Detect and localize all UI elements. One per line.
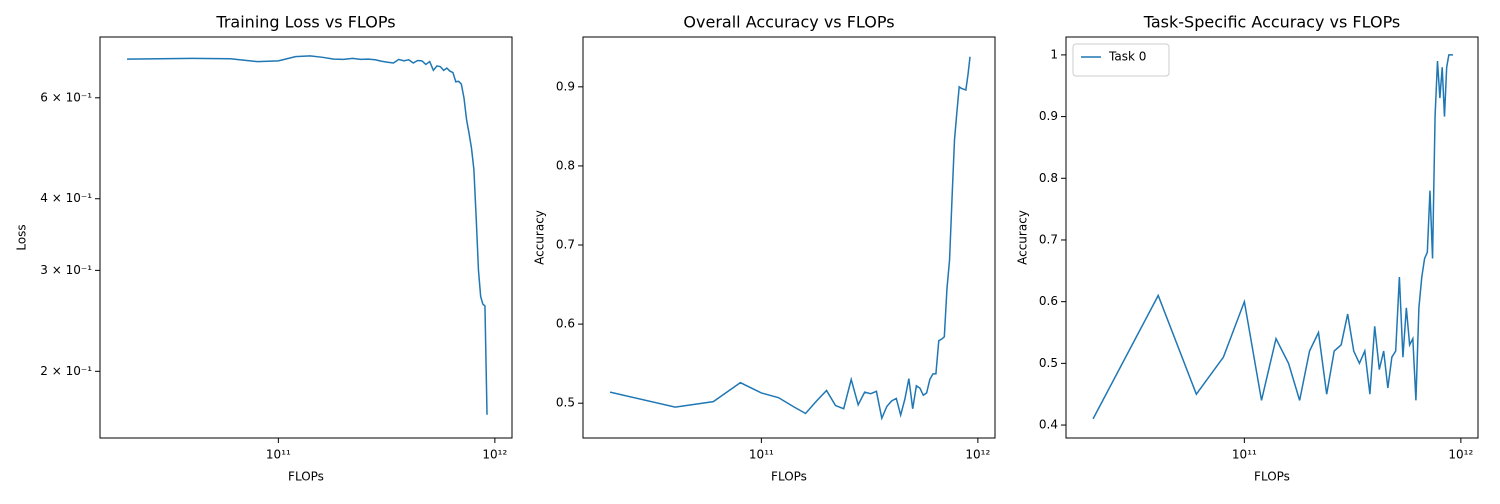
y-tick-label: 0.5	[1039, 356, 1058, 370]
y-tick-label: 0.5	[556, 396, 575, 410]
y-tick-label: 0.4	[1039, 418, 1058, 432]
x-axis-label: FLOPs	[288, 470, 324, 484]
y-axis-label: Accuracy	[1016, 210, 1030, 265]
x-tick-label: 10¹¹	[749, 448, 774, 462]
y-tick-label: 0.9	[1039, 109, 1058, 123]
x-tick-label: 10¹¹	[266, 448, 291, 462]
y-tick-label: 0.6	[556, 317, 575, 331]
data-line	[1092, 54, 1454, 420]
plot-frame	[1065, 36, 1479, 439]
data-line	[127, 55, 488, 415]
plot-frame	[582, 36, 996, 439]
y-tick-label: 0.7	[556, 238, 575, 252]
legend-label: Task 0	[1108, 50, 1146, 64]
chart-title: Task-Specific Accuracy vs FLOPs	[1143, 13, 1401, 32]
y-tick-label: 0.8	[1039, 171, 1058, 185]
x-axis-label: FLOPs	[1254, 470, 1290, 484]
chart-title: Training Loss vs FLOPs	[215, 13, 395, 32]
data-line	[609, 56, 971, 421]
y-tick-label: 2 × 10⁻¹	[40, 364, 92, 378]
y-tick-label: 6 × 10⁻¹	[40, 90, 92, 104]
x-tick-label: 10¹²	[1448, 448, 1473, 462]
x-tick-label: 10¹²	[965, 448, 990, 462]
y-tick-label: 4 × 10⁻¹	[40, 191, 92, 205]
legend-box	[1072, 43, 1170, 77]
y-tick-label: 1	[1050, 47, 1058, 61]
x-tick-label: 10¹¹	[1232, 448, 1257, 462]
x-axis-label: FLOPs	[771, 470, 807, 484]
y-axis-label: Accuracy	[533, 210, 547, 265]
x-tick-label: 10¹²	[482, 448, 507, 462]
y-tick-label: 0.7	[1039, 232, 1058, 246]
y-tick-label: 3 × 10⁻¹	[40, 263, 92, 277]
plot-frame	[99, 36, 513, 439]
y-tick-label: 0.6	[1039, 294, 1058, 308]
y-tick-label: 0.9	[556, 79, 575, 93]
y-axis-label: Loss	[15, 224, 29, 250]
y-tick-label: 0.8	[556, 158, 575, 172]
chart-title: Overall Accuracy vs FLOPs	[683, 13, 894, 32]
